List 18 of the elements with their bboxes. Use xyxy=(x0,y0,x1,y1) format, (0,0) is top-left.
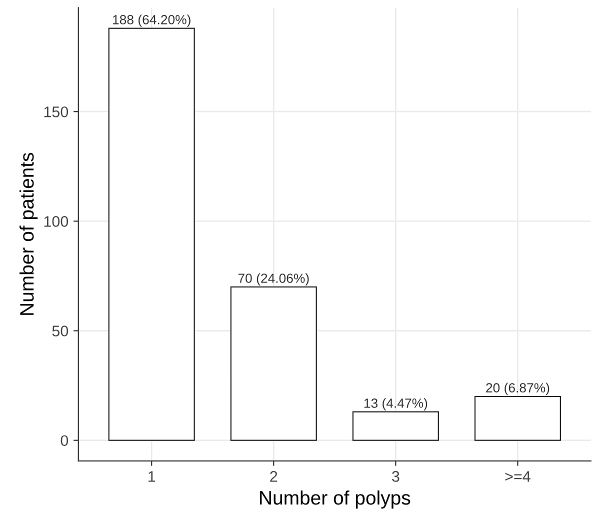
x-tick-label: 3 xyxy=(392,471,400,482)
x-axis-title: Number of polyps xyxy=(260,490,410,509)
bar xyxy=(230,286,317,441)
x-tick-label: 2 xyxy=(270,471,278,482)
x-tick-label: >=4 xyxy=(505,471,530,482)
data-label: 70 (24.06%) xyxy=(238,273,309,286)
y-axis-title: Number of patients xyxy=(20,152,38,315)
y-tick-label: 150 xyxy=(44,106,68,118)
y-tick-label: 100 xyxy=(44,216,68,227)
data-label: 13 (4.47%) xyxy=(364,398,428,410)
x-tick-label: 1 xyxy=(148,471,156,482)
y-tick-label: 0 xyxy=(60,435,68,446)
y-tick-label: 50 xyxy=(52,326,68,336)
data-label: 188 (64.20%) xyxy=(113,14,190,27)
data-label: 20 (6.87%) xyxy=(486,382,550,396)
bar xyxy=(108,28,195,441)
bar xyxy=(352,411,439,441)
bar xyxy=(474,396,561,441)
